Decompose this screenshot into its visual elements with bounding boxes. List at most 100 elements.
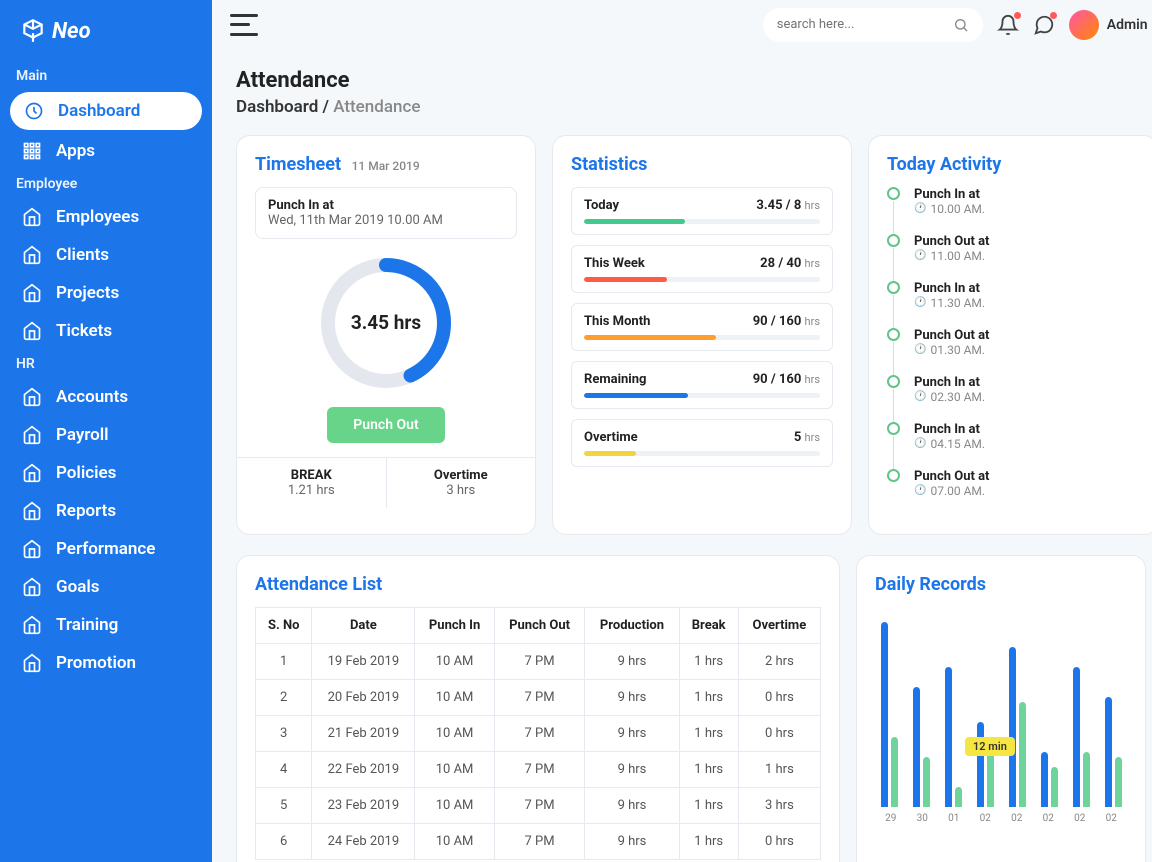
chart-bar [923,757,930,807]
chart-bar [1041,752,1048,807]
timeline-label: Punch Out at [914,469,989,484]
chart-bar [1083,752,1090,807]
table-cell: 5 [256,787,312,823]
home-icon [22,425,42,445]
timeline-time: 07.00 AM. [914,484,989,498]
home-icon [22,321,42,341]
table-cell: 9 hrs [585,823,679,859]
stat-label: Remaining [584,372,646,387]
table-cell: 1 hrs [679,715,738,751]
table-cell: 23 Feb 2019 [312,787,415,823]
table-cell: 7 PM [494,823,585,859]
user-menu[interactable]: Admin ⌄ [1069,10,1152,40]
sidebar-item-reports[interactable]: Reports [0,492,212,530]
statistics-card: Statistics Today 3.45 / 8 hrs This Week … [552,135,852,535]
home-icon [22,387,42,407]
stat-bar [584,219,820,224]
timeline-dot [887,375,900,388]
sidebar-item-performance[interactable]: Performance [0,530,212,568]
x-axis-label: 02 [1043,813,1054,824]
timeline-dot [887,187,900,200]
menu-toggle-button[interactable] [230,14,258,36]
sidebar-item-payroll[interactable]: Payroll [0,416,212,454]
table-cell: 21 Feb 2019 [312,715,415,751]
chart-bar [1009,647,1016,807]
chart-bar [955,787,962,807]
stat-value: 5 hrs [794,430,820,445]
chart-bar [987,747,994,807]
timeline-dot [887,328,900,341]
notifications-button[interactable] [997,14,1019,36]
chart-bar [945,667,952,807]
chart-tooltip: 12 min [965,737,1015,756]
brand-logo[interactable]: Neo [0,18,212,62]
sidebar-item-label: Policies [56,463,116,483]
table-cell: 1 hrs [679,643,738,679]
stat-row: This Month 90 / 160 hrs [571,303,833,351]
sidebar-item-tickets[interactable]: Tickets [0,312,212,350]
search-input[interactable] [777,17,945,32]
sidebar-item-clients[interactable]: Clients [0,236,212,274]
table-cell: 2 hrs [738,643,820,679]
sidebar-item-dashboard[interactable]: Dashboard [10,92,202,130]
table-cell: 7 PM [494,715,585,751]
sidebar-item-goals[interactable]: Goals [0,568,212,606]
daily-records-chart: 2930010202020202 12 min [875,607,1127,837]
bar-group [881,622,898,807]
sidebar-item-projects[interactable]: Projects [0,274,212,312]
timeline-dot [887,281,900,294]
bar-group [977,722,994,807]
messages-button[interactable] [1033,14,1055,36]
table-header: Production [585,607,679,643]
sidebar-item-label: Goals [56,577,100,597]
timeline-item: Punch Out at 01.30 AM. [887,328,1139,375]
table-cell: 7 PM [494,751,585,787]
sidebar-item-apps[interactable]: Apps [0,132,212,170]
sidebar-item-employees[interactable]: Employees [0,198,212,236]
x-axis-label: 02 [980,813,991,824]
overtime-value: 3 hrs [387,483,536,498]
nav-section-label: Main [0,62,212,90]
punch-in-value: Wed, 11th Mar 2019 10.00 AM [268,213,504,228]
table-cell: 9 hrs [585,679,679,715]
sidebar-item-label: Clients [56,245,109,265]
timeline-dot [887,234,900,247]
bar-group [1073,667,1090,807]
table-header: Break [679,607,738,643]
table-cell: 0 hrs [738,823,820,859]
timeline-time: 10.00 AM. [914,202,985,216]
stat-row: Today 3.45 / 8 hrs [571,187,833,235]
breadcrumb-root[interactable]: Dashboard [236,97,318,117]
table-cell: 1 hrs [679,823,738,859]
dashboard-icon [24,101,44,121]
sidebar-item-label: Employees [56,207,139,227]
sidebar-item-label: Accounts [56,387,128,407]
bar-group [913,687,930,807]
stat-label: Overtime [584,430,638,445]
daily-records-card: Daily Records 2930010202020202 12 min [856,555,1146,862]
apps-icon [22,141,42,161]
stat-bar [584,393,820,398]
table-cell: 7 PM [494,787,585,823]
timeline-time: 11.00 AM. [914,249,989,263]
sidebar-item-training[interactable]: Training [0,606,212,644]
bar-group [945,667,962,807]
sidebar-item-label: Tickets [56,321,112,341]
punch-out-button[interactable]: Punch Out [327,407,444,443]
table-cell: 1 [256,643,312,679]
stat-value: 90 / 160 hrs [753,372,820,387]
statistics-title: Statistics [571,154,833,175]
table-cell: 9 hrs [585,715,679,751]
home-icon [22,283,42,303]
x-axis-label: 29 [885,813,896,824]
sidebar-item-promotion[interactable]: Promotion [0,644,212,682]
timeline-label: Punch Out at [914,328,989,343]
table-cell: 10 AM [415,715,494,751]
brand-name: Neo [52,19,91,44]
sidebar: Neo MainDashboardAppsEmployeeEmployeesCl… [0,0,212,862]
sidebar-item-accounts[interactable]: Accounts [0,378,212,416]
table-row: 422 Feb 201910 AM7 PM9 hrs1 hrs1 hrs [256,751,821,787]
notification-dot [1014,12,1021,19]
search-box[interactable] [763,8,983,42]
sidebar-item-policies[interactable]: Policies [0,454,212,492]
